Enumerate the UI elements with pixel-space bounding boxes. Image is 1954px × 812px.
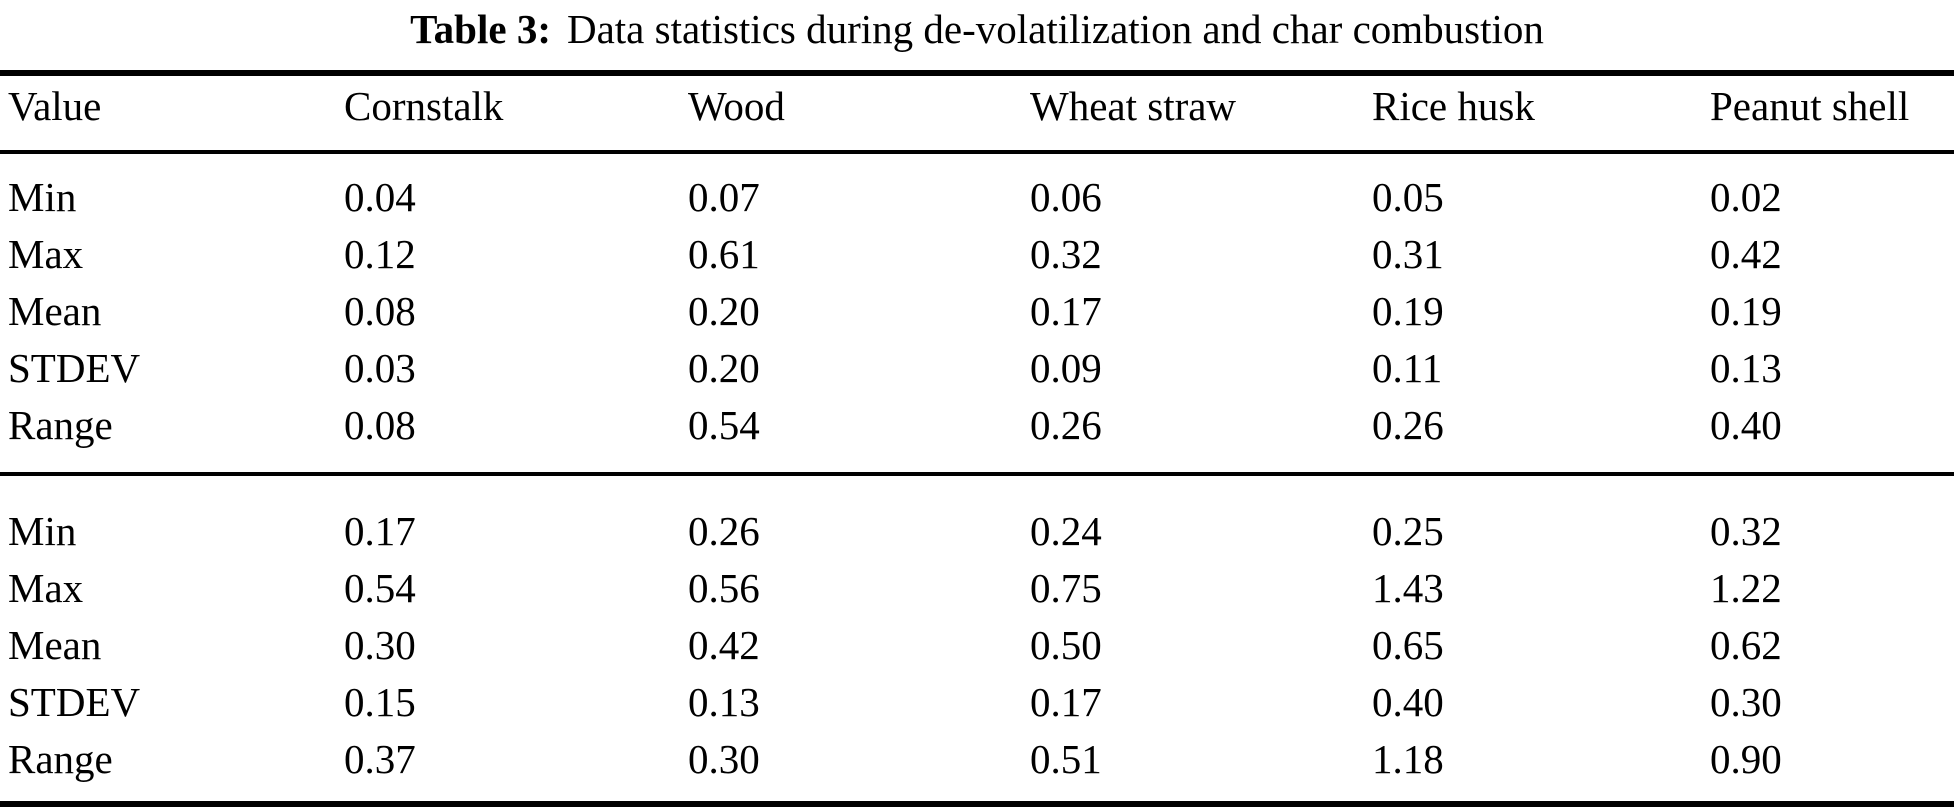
char-combustion-section: Min 0.17 0.26 0.24 0.25 0.32 Max 0.54 0.… <box>0 474 1954 804</box>
row-label-cell: STDEV <box>8 678 141 725</box>
value-cell: 0.51 <box>1030 735 1102 782</box>
row-label-cell: Min <box>8 173 77 220</box>
value-cell: 0.90 <box>1710 735 1782 782</box>
value-cell: 0.17 <box>344 507 416 554</box>
value-cell: 0.75 <box>1030 564 1102 611</box>
value-cell: 0.25 <box>1372 507 1444 554</box>
data-table: Value Cornstalk Wood Wheat straw Rice hu… <box>0 70 1954 807</box>
column-header-value: Value <box>8 83 102 129</box>
table-row: Min 0.17 0.26 0.24 0.25 0.32 <box>0 474 1954 559</box>
table-row: Mean 0.08 0.20 0.17 0.19 0.19 <box>0 282 1954 339</box>
value-cell: 0.04 <box>344 173 416 220</box>
value-cell: 0.32 <box>1030 230 1102 277</box>
value-cell: 0.08 <box>344 401 416 448</box>
value-cell: 0.24 <box>1030 507 1102 554</box>
value-cell: 1.22 <box>1710 564 1782 611</box>
value-cell: 0.15 <box>344 678 416 725</box>
value-cell: 0.40 <box>1710 401 1782 448</box>
value-cell: 0.17 <box>1030 287 1102 334</box>
table-row: Range 0.08 0.54 0.26 0.26 0.40 <box>0 396 1954 474</box>
column-header-wheat-straw: Wheat straw <box>1030 83 1237 129</box>
value-cell: 0.02 <box>1710 173 1782 220</box>
value-cell: 0.56 <box>688 564 760 611</box>
table-row: Min 0.04 0.07 0.06 0.05 0.02 <box>0 152 1954 225</box>
value-cell: 0.26 <box>688 507 760 554</box>
row-label-cell: Min <box>8 507 77 554</box>
value-cell: 0.03 <box>344 344 416 391</box>
value-cell: 0.05 <box>1372 173 1444 220</box>
value-cell: 0.54 <box>688 401 760 448</box>
value-cell: 0.26 <box>1372 401 1444 448</box>
table-caption: Table 3: Data statistics during de-volati… <box>0 0 1954 70</box>
value-cell: 0.06 <box>1030 173 1102 220</box>
value-cell: 0.08 <box>344 287 416 334</box>
value-cell: 0.42 <box>1710 230 1782 277</box>
value-cell: 0.42 <box>688 621 760 668</box>
value-cell: 0.12 <box>344 230 416 277</box>
value-cell: 0.65 <box>1372 621 1444 668</box>
table-caption-text: Data statistics during de-volatilization… <box>566 6 1544 52</box>
table-row: Max 0.54 0.56 0.75 1.43 1.22 <box>0 559 1954 616</box>
row-label-cell: Range <box>8 401 113 448</box>
table-row: STDEV 0.15 0.13 0.17 0.40 0.30 <box>0 673 1954 730</box>
value-cell: 0.62 <box>1710 621 1782 668</box>
value-cell: 0.20 <box>688 287 760 334</box>
row-label-cell: Max <box>8 230 84 277</box>
row-label-cell: Max <box>8 564 84 611</box>
value-cell: 0.61 <box>688 230 760 277</box>
value-cell: 0.17 <box>1030 678 1102 725</box>
value-cell: 0.30 <box>1710 678 1782 725</box>
value-cell: 0.09 <box>1030 344 1102 391</box>
value-cell: 0.20 <box>688 344 760 391</box>
value-cell: 0.13 <box>688 678 760 725</box>
row-label-cell: Mean <box>8 621 102 668</box>
value-cell: 0.31 <box>1372 230 1444 277</box>
row-label-cell: Range <box>8 735 113 782</box>
table-caption-label: Table 3: <box>410 6 551 52</box>
value-cell: 0.19 <box>1372 287 1444 334</box>
value-cell: 1.18 <box>1372 735 1444 782</box>
value-cell: 0.32 <box>1710 507 1782 554</box>
column-header-rice-husk: Rice husk <box>1372 83 1535 129</box>
table-row: Range 0.37 0.30 0.51 1.18 0.90 <box>0 730 1954 804</box>
column-header-peanut-shell: Peanut shell <box>1710 83 1910 129</box>
row-label-cell: STDEV <box>8 344 141 391</box>
value-cell: 0.11 <box>1372 344 1443 391</box>
value-cell: 0.37 <box>344 735 416 782</box>
row-label-cell: Mean <box>8 287 102 334</box>
devolatilization-section: Min 0.04 0.07 0.06 0.05 0.02 Max 0.12 0.… <box>0 152 1954 474</box>
value-cell: 0.19 <box>1710 287 1782 334</box>
value-cell: 0.13 <box>1710 344 1782 391</box>
value-cell: 0.50 <box>1030 621 1102 668</box>
table-row: STDEV 0.03 0.20 0.09 0.11 0.13 <box>0 339 1954 396</box>
value-cell: 0.54 <box>344 564 416 611</box>
table-header: Value Cornstalk Wood Wheat straw Rice hu… <box>0 73 1954 152</box>
column-header-wood: Wood <box>688 83 785 129</box>
column-header-cornstalk: Cornstalk <box>344 83 504 129</box>
value-cell: 0.30 <box>688 735 760 782</box>
header-row: Value Cornstalk Wood Wheat straw Rice hu… <box>0 73 1954 152</box>
value-cell: 1.43 <box>1372 564 1444 611</box>
value-cell: 0.26 <box>1030 401 1102 448</box>
value-cell: 0.30 <box>344 621 416 668</box>
table-row: Mean 0.30 0.42 0.50 0.65 0.62 <box>0 616 1954 673</box>
value-cell: 0.40 <box>1372 678 1444 725</box>
value-cell: 0.07 <box>688 173 760 220</box>
table-row: Max 0.12 0.61 0.32 0.31 0.42 <box>0 225 1954 282</box>
